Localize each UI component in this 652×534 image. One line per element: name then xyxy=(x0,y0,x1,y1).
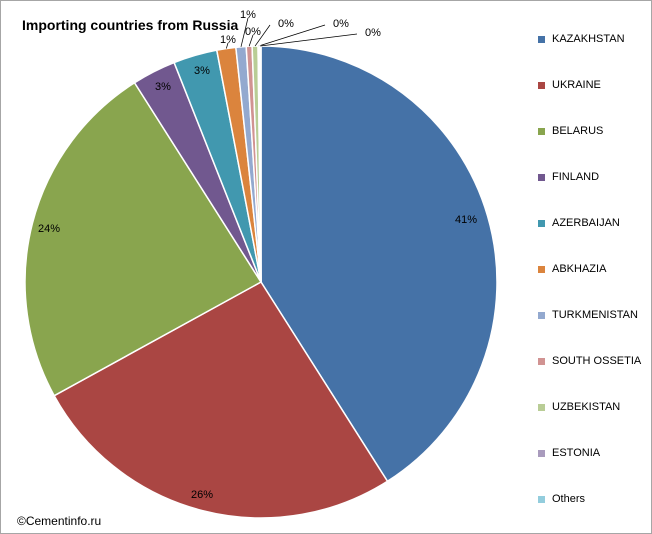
legend-label-ukraine: UKRAINE xyxy=(552,79,601,91)
legend-label-uzbekistan: UZBEKISTAN xyxy=(552,401,621,413)
legend-swatch-kazakhstan xyxy=(538,35,545,43)
leader-line-turkmenistan xyxy=(240,17,249,47)
copyright-credit: ©Cementinfo.ru xyxy=(17,514,102,528)
data-label-others: 0% xyxy=(365,27,381,39)
legend-swatch-ukraine xyxy=(538,81,545,89)
legend-label-azerbaijan: AZERBAIJAN xyxy=(552,217,620,229)
legend-label-belarus: BELARUS xyxy=(552,125,604,137)
legend-swatch-belarus xyxy=(538,127,545,135)
pie-slice-belarus xyxy=(24,81,263,397)
legend-item-finland: FINLAND xyxy=(538,170,599,184)
legend-label-south-ossetia: SOUTH OSSETIA xyxy=(552,355,642,367)
legend-label-estonia: ESTONIA xyxy=(552,447,601,459)
data-label-uzbekistan: 0% xyxy=(278,18,294,30)
data-label-abkhazia: 1% xyxy=(220,34,236,46)
legend-label-finland: FINLAND xyxy=(552,171,600,183)
legend-item-ukraine: UKRAINE xyxy=(538,78,601,92)
legend-item-belarus: BELARUS xyxy=(538,124,603,138)
legend-item-uzbekistan: UZBEKISTAN xyxy=(538,400,620,414)
legend-label-kazakhstan: KAZAKHSTAN xyxy=(552,33,625,45)
data-label-turkmenistan: 1% xyxy=(240,9,256,21)
leader-line-estonia xyxy=(258,24,326,47)
data-label-kazakhstan: 41% xyxy=(455,214,477,226)
chart-title: Importing countries from Russia xyxy=(22,17,239,33)
data-label-finland: 3% xyxy=(155,81,171,93)
legend-item-azerbaijan: AZERBAIJAN xyxy=(538,216,620,230)
data-label-south-ossetia: 0% xyxy=(245,26,261,38)
legend-swatch-others xyxy=(538,495,545,503)
leader-line-uzbekistan xyxy=(254,24,271,47)
data-label-belarus: 24% xyxy=(38,223,60,235)
legend-swatch-south-ossetia xyxy=(538,357,545,365)
legend-item-others: Others xyxy=(538,492,585,506)
legend-item-kazakhstan: KAZAKHSTAN xyxy=(538,32,625,46)
legend-item-estonia: ESTONIA xyxy=(538,446,600,460)
legend-label-others: Others xyxy=(552,493,586,505)
legend-label-turkmenistan: TURKMENISTAN xyxy=(552,309,638,321)
legend-swatch-estonia xyxy=(538,449,545,457)
data-label-estonia: 0% xyxy=(333,18,349,30)
legend-item-south-ossetia: SOUTH OSSETIA xyxy=(538,354,641,368)
pie-slice-ukraine xyxy=(53,281,389,519)
leader-line-others xyxy=(260,33,358,47)
legend-swatch-abkhazia xyxy=(538,265,545,273)
data-label-azerbaijan: 3% xyxy=(194,65,210,77)
leader-line-abkhazia xyxy=(225,42,229,49)
legend-item-abkhazia: ABKHAZIA xyxy=(538,262,606,276)
legend-swatch-uzbekistan xyxy=(538,403,545,411)
legend-item-turkmenistan: TURKMENISTAN xyxy=(538,308,638,322)
legend-swatch-azerbaijan xyxy=(538,219,545,227)
pie-slice-kazakhstan xyxy=(260,45,498,483)
data-label-ukraine: 26% xyxy=(191,489,213,501)
legend-swatch-turkmenistan xyxy=(538,311,545,319)
legend-swatch-finland xyxy=(538,173,545,181)
leader-line-south-ossetia xyxy=(248,34,254,47)
legend-label-abkhazia: ABKHAZIA xyxy=(552,263,607,275)
